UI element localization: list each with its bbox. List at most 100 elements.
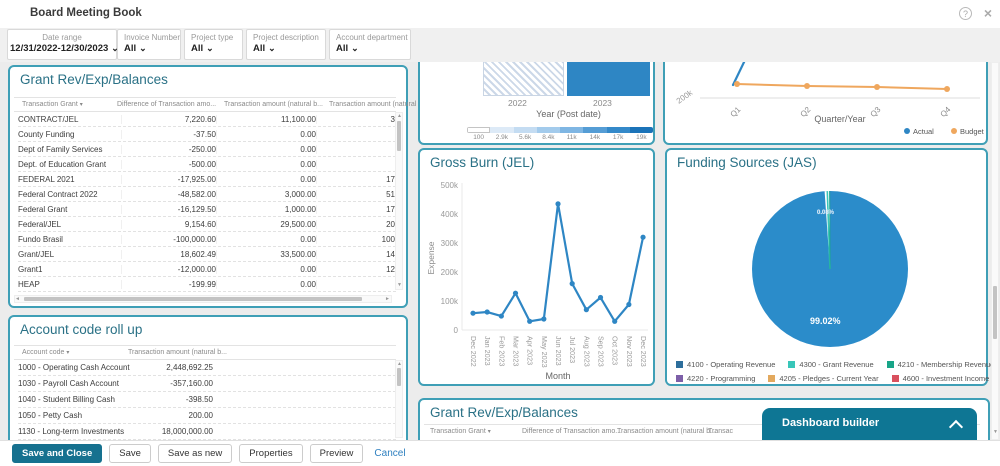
legend-item[interactable]: 4210 - Membership Revenue xyxy=(886,360,995,369)
table-row[interactable]: 1030 - Payroll Cash Account -357,160.00 xyxy=(18,376,396,392)
chevron-down-icon: ⌄ xyxy=(206,43,214,53)
svg-text:Dec 2022: Dec 2022 xyxy=(469,336,478,367)
footer-action-bar: Save and Close Save Save as new Properti… xyxy=(0,440,1000,466)
color-scale-segment xyxy=(513,127,537,133)
svg-text:99.02%: 99.02% xyxy=(810,316,841,326)
quarter-line-chart[interactable]: 200k Q1 Q2 Q3 Q4 Quarter/Year Actual Budget xyxy=(665,62,986,143)
scroll-down-icon[interactable]: ▼ xyxy=(993,429,998,435)
table-row[interactable]: Federal/JEL 9,154.60 29,500.00 20 xyxy=(18,217,396,232)
invoice-number-filter[interactable]: Invoice Number All ⌄ xyxy=(117,29,181,60)
column-header[interactable]: Transaction Grant ▾ xyxy=(430,428,491,435)
scrollbar-thumb[interactable] xyxy=(993,286,997,339)
help-icon[interactable]: ? xyxy=(959,7,972,20)
date-range-filter[interactable]: Date range 12/31/2022-12/30/2023 ⌄ xyxy=(7,29,119,60)
account-department-filter[interactable]: Account department All ⌄ xyxy=(329,29,411,60)
scroll-up-icon[interactable]: ▲ xyxy=(397,361,402,367)
table-row[interactable]: Dept of Family Services -250.00 0.00 xyxy=(18,142,396,157)
save-button[interactable]: Save xyxy=(109,444,151,463)
dashboard-builder-label: Dashboard builder xyxy=(782,417,880,429)
project-description-filter[interactable]: Project description All ⌄ xyxy=(246,29,326,60)
legend-item[interactable]: 4220 - Programming xyxy=(676,374,755,383)
svg-text:Q2: Q2 xyxy=(799,105,813,119)
table-row[interactable]: 1050 - Petty Cash 200.00 xyxy=(18,408,396,424)
table-row[interactable]: Federal Contract 2022 -48,582.00 3,000.00 5… xyxy=(18,187,396,202)
dashboard-builder-toggle[interactable]: Dashboard builder xyxy=(762,408,977,440)
table-row[interactable]: HEAP -199.99 0.00 xyxy=(18,277,396,292)
scroll-right-icon[interactable]: ► xyxy=(385,296,390,302)
save-and-close-button[interactable]: Save and Close xyxy=(12,444,103,463)
horizontal-scrollbar[interactable] xyxy=(14,295,392,303)
table-cell: Federal/JEL xyxy=(18,219,122,229)
column-header[interactable]: Transac xyxy=(708,428,734,435)
vertical-scrollbar[interactable] xyxy=(395,112,403,290)
legend-label: 4210 - Membership Revenue xyxy=(897,360,995,369)
scroll-up-icon[interactable]: ▲ xyxy=(397,113,402,119)
legend-item[interactable]: 4300 - Grant Revenue xyxy=(788,360,874,369)
chevron-down-icon: ⌄ xyxy=(111,43,119,53)
scroll-left-icon[interactable]: ◄ xyxy=(15,296,20,302)
close-icon[interactable]: × xyxy=(983,5,992,21)
scroll-down-icon[interactable]: ▼ xyxy=(397,282,402,288)
column-header[interactable]: Transaction amount (natural b... xyxy=(128,349,227,356)
table-cell: 2,448,692.25 xyxy=(166,363,213,372)
scrollbar-thumb[interactable] xyxy=(397,121,401,151)
scrollbar-thumb[interactable] xyxy=(24,297,362,301)
table-cell: HEAP xyxy=(18,279,122,289)
save-as-new-button[interactable]: Save as new xyxy=(157,444,233,463)
table-cell: CONTRACT/JEL xyxy=(18,114,122,124)
table-row[interactable]: Dept. of Education Grant -500.00 0.00 xyxy=(18,157,396,172)
year-bar-chart-panel: 2022 2023 Year (Post date) 100 2.9k 5.6k 8.… xyxy=(418,62,655,145)
legend-item[interactable]: 4205 - Pledges - Current Year xyxy=(768,374,879,383)
legend-label: 4100 - Operating Revenue xyxy=(687,360,776,369)
table-row[interactable]: Grant/JEL 18,602.49 33,500.00 14 xyxy=(18,247,396,262)
column-header[interactable]: Transaction amount (natural xyxy=(329,101,417,108)
table-row[interactable]: 1130 - Long-term Investments 18,000,000.0… xyxy=(18,424,396,440)
table-row[interactable]: 1000 - Operating Cash Account 2,448,692.2… xyxy=(18,360,396,376)
bar-2022[interactable] xyxy=(483,62,564,96)
column-header[interactable]: Difference of Transaction amo... xyxy=(117,101,217,108)
scrollbar-thumb[interactable] xyxy=(397,368,401,386)
table-row[interactable]: FEDERAL 2021 -17,925.00 0.00 17 xyxy=(18,172,396,187)
table-cell: 17 xyxy=(317,174,396,184)
column-header[interactable]: Transaction Grant ▾ xyxy=(22,101,83,108)
grant-table-panel: Grant Rev/Exp/Balances Transaction Grant… xyxy=(8,65,416,308)
table-cell: 1030 - Payroll Cash Account xyxy=(18,379,119,388)
table-cell: 20 xyxy=(317,219,396,229)
vertical-scrollbar[interactable] xyxy=(395,360,403,438)
table-row[interactable]: 1040 - Student Billing Cash -398.50 xyxy=(18,392,396,408)
table-row[interactable]: CONTRACT/JEL 7,220.60 11,100.00 3 xyxy=(18,112,396,127)
svg-text:400k: 400k xyxy=(441,210,459,219)
column-header[interactable]: Account code ▾ xyxy=(22,349,70,356)
table-cell: Dept. of Education Grant xyxy=(18,159,122,169)
bar-2023[interactable] xyxy=(567,62,650,96)
table-cell: -250.00 xyxy=(122,144,217,154)
properties-button[interactable]: Properties xyxy=(239,444,303,463)
column-header[interactable]: Difference of Transaction amo... xyxy=(522,428,622,435)
table-row[interactable]: County Funding -37.50 0.00 xyxy=(18,127,396,142)
window-titlebar: Board Meeting Book ? × xyxy=(0,0,1000,28)
table-row[interactable]: Grant1 -12,000.00 0.00 12 xyxy=(18,262,396,277)
column-header[interactable]: Transaction amount (natural b... xyxy=(224,101,323,108)
project-type-filter[interactable]: Project type All ⌄ xyxy=(184,29,243,60)
color-scale-tick: 2.9k xyxy=(495,134,509,141)
preview-button[interactable]: Preview xyxy=(309,444,364,463)
panel-title: Grant Rev/Exp/Balances xyxy=(430,405,578,420)
legend-item[interactable]: 4600 - Investment Income xyxy=(891,374,990,383)
page-vertical-scrollbar[interactable] xyxy=(991,62,999,440)
cancel-link[interactable]: Cancel xyxy=(374,448,406,459)
svg-text:0: 0 xyxy=(454,326,459,335)
table-row[interactable]: Federal Grant -16,129.50 1,000.00 17 xyxy=(18,202,396,217)
gross-burn-panel: Gross Burn (JEL) 0 100k 200k 300k 400k 500k De… xyxy=(418,148,655,386)
legend-label: 4600 - Investment Income xyxy=(902,374,990,383)
table-cell: 0.00 xyxy=(217,174,317,184)
table-row[interactable]: Fundo Brasil -100,000.00 0.00 100 xyxy=(18,232,396,247)
table-row[interactable]: Hope10,895.3034,000.00 xyxy=(18,292,396,294)
table-cell: -357,160.00 xyxy=(170,379,213,388)
gross-burn-line-chart[interactable]: 0 100k 200k 300k 400k 500k Dec 2022 Jan 2023 Feb… xyxy=(420,150,653,384)
sort-down-icon: ▾ xyxy=(79,102,83,108)
funding-sources-pie-chart[interactable]: 99.02% 0.08% xyxy=(667,150,986,350)
column-header[interactable]: Transaction amount (natural b... xyxy=(617,428,716,435)
table-cell: -17,925.00 xyxy=(122,174,217,184)
legend-item[interactable]: 4100 - Operating Revenue xyxy=(676,360,775,369)
table-cell: 11,100.00 xyxy=(217,114,317,124)
